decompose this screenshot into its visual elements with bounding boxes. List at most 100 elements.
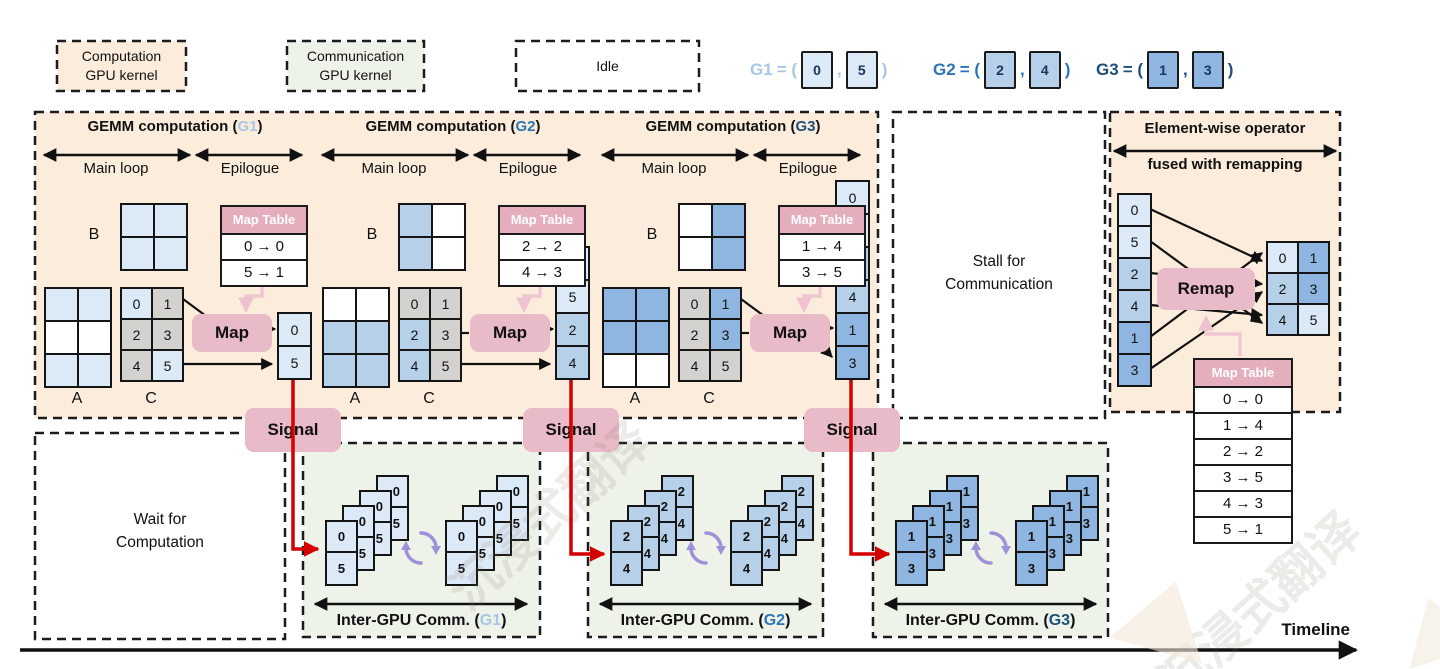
cell: 3 [710, 319, 741, 350]
cell [432, 204, 465, 237]
cell: 1 [710, 288, 741, 319]
gemm-title-g1-group: G1 [237, 118, 258, 135]
map-table-row: 3 → 5 [801, 264, 843, 281]
cell: 1 [1298, 242, 1329, 273]
map-table-row: 0 → 0 [222, 235, 306, 261]
cell: 2 [1118, 258, 1151, 290]
cell: 5 [1118, 226, 1151, 258]
gemm-title-g2-prefix: GEMM computation ( [365, 118, 516, 135]
cycle-arrows-icon [686, 531, 726, 565]
cell [679, 204, 712, 237]
map-table-row: 4 → 3 [521, 264, 563, 281]
main-loop-label-g2: Main loop [361, 160, 427, 177]
stall-line1: Stall for [972, 253, 1026, 270]
cell: 0 [278, 313, 311, 346]
map-box-g2: Map [470, 314, 550, 352]
g1-close: ) [881, 60, 888, 79]
cell [154, 204, 187, 237]
cell [399, 237, 432, 270]
map-box-g1: Map [192, 314, 272, 352]
b-matrix-label-g3: B [646, 226, 658, 243]
cell [78, 288, 111, 321]
comm-label-g3-group: G3 [1048, 612, 1071, 629]
cell [45, 354, 78, 387]
gemm-title-g3: GEMM computation (G3) [598, 118, 868, 135]
map-table-g2: Map Table 2 → 2 4 → 3 [498, 205, 586, 287]
legend-idle-label: Idle [596, 57, 619, 74]
remap-output-matrix: 0 1 2 3 4 5 [1266, 241, 1330, 336]
cell [636, 288, 669, 321]
g2-eq: = ( [959, 60, 980, 79]
b-matrix-g1 [120, 203, 188, 271]
a-matrix-g1 [44, 287, 112, 388]
cell [636, 321, 669, 354]
cell: 2 [1267, 273, 1298, 304]
cycle-arrows-icon [401, 531, 441, 565]
comm-label-g2-group: G2 [763, 612, 786, 629]
cell: 4 [679, 350, 710, 381]
g3-tile-1: 3 [1191, 51, 1224, 89]
signal-box-g2: Signal [523, 408, 619, 452]
cell: 4 [1267, 304, 1298, 335]
cell [323, 288, 356, 321]
g1-comma: , [837, 60, 842, 79]
cell [712, 237, 745, 270]
g1-name: G1 [750, 60, 773, 79]
cell [45, 288, 78, 321]
cell: 4 [121, 350, 152, 381]
cell [679, 237, 712, 270]
cell [323, 321, 356, 354]
map-table-row: 2 → 2 [1195, 440, 1291, 466]
cell [603, 321, 636, 354]
map-table-row: 3 → 5 [1195, 466, 1291, 492]
legend-computation-line1: Computation [81, 48, 162, 64]
comm-label-g1-suffix: ) [501, 612, 507, 629]
gemm-title-g2-group: G2 [515, 118, 536, 135]
gemm-title-g2-suffix: ) [535, 118, 541, 135]
cell [121, 204, 154, 237]
main-loop-label-g1: Main loop [83, 160, 149, 177]
map-table-header: Map Table [780, 207, 864, 235]
cycle-arrows-icon [971, 531, 1011, 565]
legend-communication-line1: Communication [306, 48, 405, 64]
epilogue-label-g3: Epilogue [778, 160, 838, 177]
cell: 1 [152, 288, 183, 319]
g2-close: ) [1064, 60, 1071, 79]
wait-box-text: Wait for Computation [35, 508, 285, 554]
legend-communication-line2: GPU kernel [319, 67, 392, 83]
a-matrix-label-g2: A [349, 390, 361, 407]
cell: 2 [679, 319, 710, 350]
cell [323, 354, 356, 387]
gemm-title-g3-group: G3 [795, 118, 816, 135]
comm-label-g2: Inter-GPU Comm. (G2) [588, 612, 823, 630]
g1-eq: = ( [776, 60, 797, 79]
cell: 5 [430, 350, 461, 381]
c-matrix-g2: 0 1 2 3 4 5 [398, 287, 462, 382]
main-loop-label-g3: Main loop [641, 160, 707, 177]
map-table-g3: Map Table 1 → 4 3 → 5 [778, 205, 866, 287]
group-def-g2: G2 = ( 2 , 4 ) [933, 51, 1071, 89]
gemm-title-g2: GEMM computation (G2) [318, 118, 588, 135]
comm-label-g2-suffix: ) [785, 612, 791, 629]
map-table-row: 2 → 2 [500, 235, 584, 261]
cell: 5 [278, 346, 311, 379]
cell: 0 [121, 288, 152, 319]
comm-label-g3-prefix: Inter-GPU Comm. ( [905, 612, 1049, 629]
c-matrix-label-g1: C [145, 390, 157, 407]
b-matrix-g2 [398, 203, 466, 271]
legend-communication: Communication GPU kernel [287, 41, 424, 91]
cell: 1 [430, 288, 461, 319]
stall-line2: Communication [945, 276, 1053, 293]
cell [78, 354, 111, 387]
map-table-header: Map Table [500, 207, 584, 235]
comm-label-g3-suffix: ) [1070, 612, 1076, 629]
map-table-header: Map Table [1195, 360, 1291, 388]
elementwise-title-line1: Element-wise operator [1144, 120, 1306, 137]
a-matrix-label-g3: A [629, 390, 641, 407]
c-matrix-label-g2: C [423, 390, 435, 407]
